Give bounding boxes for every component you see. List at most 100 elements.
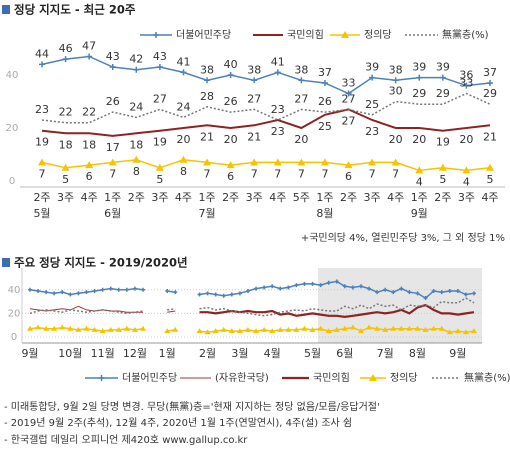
legend-label: 국민의힘: [313, 372, 350, 384]
x-tick-label: 1주: [411, 191, 428, 204]
data-label: 6: [227, 170, 234, 183]
point-marker: [156, 64, 163, 71]
point-marker: [277, 326, 284, 332]
data-label: 25: [318, 120, 332, 133]
data-label: 20: [294, 133, 308, 146]
data-label: 33: [342, 77, 356, 90]
point-marker: [462, 166, 471, 174]
legend-marker: [153, 32, 159, 38]
data-label: 18: [59, 138, 73, 151]
data-label: 44: [35, 47, 49, 60]
point-marker: [155, 163, 164, 171]
legend-marker: [98, 375, 105, 381]
point-marker: [297, 158, 306, 166]
series-line: [41, 92, 491, 124]
point-marker: [220, 326, 227, 332]
data-label: 8: [180, 165, 187, 178]
point-marker: [398, 325, 405, 331]
point-marker: [301, 325, 308, 331]
data-label: 23: [271, 103, 285, 116]
point-marker: [350, 285, 355, 290]
legend-label: (자유한국당): [215, 372, 269, 384]
point-marker: [76, 291, 81, 296]
point-marker: [204, 329, 211, 335]
point-marker: [416, 74, 423, 81]
data-label: 7: [251, 167, 258, 180]
title-icon: [2, 258, 10, 267]
data-label: 18: [129, 138, 143, 151]
point-marker: [99, 328, 106, 334]
point-marker: [344, 161, 353, 169]
point-marker: [415, 291, 420, 296]
x-tick-label: 12월: [123, 347, 147, 360]
data-label: 38: [294, 63, 308, 76]
x-tick-label: 4주: [481, 191, 498, 204]
x-tick-label: 3주: [246, 191, 263, 204]
point-marker: [173, 290, 178, 295]
data-label: 20: [412, 133, 426, 146]
point-marker: [455, 288, 460, 293]
point-marker: [84, 290, 89, 295]
x-tick-label: 4주: [175, 191, 192, 204]
point-marker: [115, 326, 122, 332]
data-label: 26: [318, 95, 332, 108]
x-tick-label: 5주: [293, 191, 310, 204]
x-tick-label: 9월: [449, 347, 466, 360]
point-marker: [140, 325, 147, 331]
point-marker: [221, 293, 226, 298]
data-label: 38: [247, 63, 261, 76]
data-label: 24: [176, 100, 190, 113]
data-label: 19: [436, 136, 450, 149]
point-marker: [180, 69, 187, 76]
point-marker: [262, 285, 267, 290]
data-label: 36: [459, 69, 473, 82]
data-label: 43: [106, 50, 120, 63]
note: - 한국갤럽 데일리 오피니언 제420호 www.gallup.co.kr: [4, 434, 248, 446]
data-label: 41: [176, 55, 190, 68]
data-label: 25: [365, 98, 379, 111]
data-label: 21: [483, 130, 497, 143]
y-tick-label: 40: [8, 285, 21, 296]
point-marker: [261, 326, 268, 332]
y-tick-label: 20: [6, 123, 19, 134]
data-label: 7: [298, 167, 305, 180]
point-marker: [228, 328, 235, 334]
point-marker: [196, 328, 203, 334]
data-label: 23: [35, 103, 49, 116]
point-marker: [229, 292, 234, 297]
point-marker: [383, 287, 388, 292]
point-marker: [439, 290, 444, 295]
point-marker: [213, 292, 218, 297]
point-marker: [212, 328, 219, 334]
point-marker: [302, 281, 307, 286]
data-label: 30: [389, 85, 403, 98]
data-label: 29: [436, 87, 450, 100]
point-marker: [100, 287, 105, 292]
chart-title: 주요 정당 지지도 - 2019/2020년: [14, 256, 188, 270]
y-tick-label: 20: [8, 308, 21, 319]
data-label: 41: [271, 55, 285, 68]
data-label: 7: [39, 167, 46, 180]
data-label: 7: [369, 167, 376, 180]
point-marker: [463, 82, 470, 89]
y-tick-label: 0: [11, 332, 17, 343]
data-label: 7: [274, 167, 281, 180]
point-marker: [61, 163, 70, 171]
x-tick-label: 4주: [269, 191, 286, 204]
point-marker: [67, 325, 74, 331]
legend-label: 無黨층(%): [442, 28, 489, 41]
point-marker: [132, 155, 141, 163]
point-marker: [141, 287, 146, 292]
point-marker: [345, 90, 352, 97]
point-marker: [342, 284, 347, 289]
point-marker: [108, 158, 117, 166]
point-marker: [430, 325, 437, 331]
data-label: 22: [82, 106, 96, 119]
point-marker: [399, 286, 404, 291]
point-marker: [254, 286, 259, 291]
point-marker: [423, 296, 428, 301]
point-marker: [131, 326, 138, 332]
x-tick-label: 6월: [336, 347, 353, 360]
data-label: 42: [129, 53, 143, 66]
data-label: 19: [153, 136, 167, 149]
